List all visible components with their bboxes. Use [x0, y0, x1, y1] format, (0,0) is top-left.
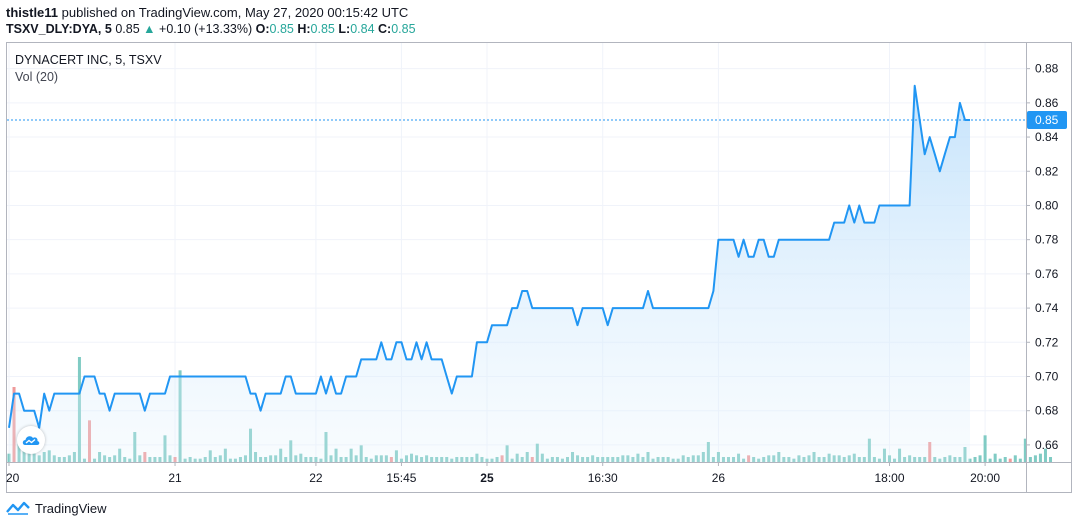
time-tick-label: 20:00 [970, 471, 1000, 485]
volume-bar [978, 455, 982, 462]
tradingview-cloud-icon[interactable] [17, 426, 45, 454]
publish-header: thistle11 published on TradingView.com, … [6, 4, 408, 21]
volume-bar [1008, 458, 1012, 462]
time-tick-label: 18:00 [874, 471, 904, 485]
ticker-change: +0.10 (+13.33%) [159, 22, 253, 36]
up-arrow-icon: ▲ [143, 22, 156, 36]
footer: TradingView [6, 500, 107, 516]
ticker-symbol: TSXV_DLY:DYA, 5 [6, 22, 112, 36]
price-line [8, 84, 970, 429]
close-value: 0.85 [391, 22, 416, 36]
price-tick-label: 0.70 [1035, 369, 1059, 383]
price-tick-label: 0.72 [1035, 335, 1059, 349]
volume-bar [988, 458, 992, 462]
volume-bar [1033, 455, 1037, 462]
time-tick-label: 22 [309, 471, 323, 485]
time-tick-label: 16:30 [588, 471, 618, 485]
last-price-tag-label: 0.85 [1035, 113, 1059, 127]
price-tick-label: 0.84 [1035, 130, 1059, 144]
low-label: L: [338, 22, 351, 36]
chart-legend: DYNACERT INC, 5, TSXV Vol (20) [15, 52, 162, 86]
high-label: H: [297, 22, 311, 36]
ticker-price: 0.85 [115, 22, 140, 36]
price-tick-label: 0.68 [1035, 404, 1059, 418]
last-price-tag: 0.85 [1027, 110, 1067, 129]
high-value: 0.85 [310, 22, 335, 36]
open-value: 0.85 [269, 22, 294, 36]
volume-bar [1018, 458, 1022, 462]
chart-frame[interactable] [6, 42, 1072, 493]
time-axis: 20 21 22 15:45 25 16:30 26 18:00 20:00 [6, 462, 1000, 485]
price-tick-label: 0.76 [1035, 267, 1059, 281]
tradingview-logo-icon[interactable] [6, 500, 30, 516]
price-tick-label: 0.82 [1035, 164, 1059, 178]
volume-bar [998, 458, 1002, 462]
volume-indicator-label[interactable]: Vol (20) [15, 70, 59, 84]
time-tick-label: 25 [480, 471, 494, 485]
volume-bar [1003, 457, 1007, 462]
footer-brand[interactable]: TradingView [35, 500, 107, 516]
price-tick-label: 0.88 [1035, 62, 1059, 76]
price-tick-label: 0.66 [1035, 438, 1059, 452]
price-tick-label: 0.86 [1035, 96, 1059, 110]
volume-bar [1028, 457, 1032, 462]
author-name[interactable]: thistle11 [6, 5, 59, 20]
low-value: 0.84 [350, 22, 375, 36]
time-tick-label: 20 [6, 471, 20, 485]
price-tick-label: 0.80 [1035, 198, 1059, 212]
volume-bar [973, 457, 977, 462]
volume-bar [993, 453, 997, 462]
volume-bar [983, 435, 987, 462]
instrument-name[interactable]: DYNACERT INC, 5, TSXV [15, 53, 162, 67]
close-label: C: [378, 22, 392, 36]
price-tick-label: 0.78 [1035, 233, 1059, 247]
time-tick-label: 26 [712, 471, 726, 485]
ticker-summary: TSXV_DLY:DYA, 5 0.85 ▲ +0.10 (+13.33%) O… [6, 21, 416, 38]
last-price-tag-bg [1027, 110, 1067, 129]
volume-bar [1048, 457, 1053, 462]
volume-bar [1023, 438, 1027, 462]
time-tick-label: 21 [168, 471, 182, 485]
price-tick-label: 0.74 [1035, 301, 1059, 315]
volume-bar [1043, 448, 1047, 462]
volume-bar [1013, 455, 1017, 462]
price-area [9, 85, 970, 463]
price-axis: 0.66 0.68 0.70 0.72 0.74 0.76 0.78 0.80 0.82 0.84… [1026, 62, 1059, 452]
volume-bar [1038, 453, 1042, 462]
publish-info: published on TradingView.com, May 27, 20… [58, 5, 409, 20]
time-tick-label: 15:45 [386, 471, 416, 485]
open-label: O: [255, 22, 270, 36]
